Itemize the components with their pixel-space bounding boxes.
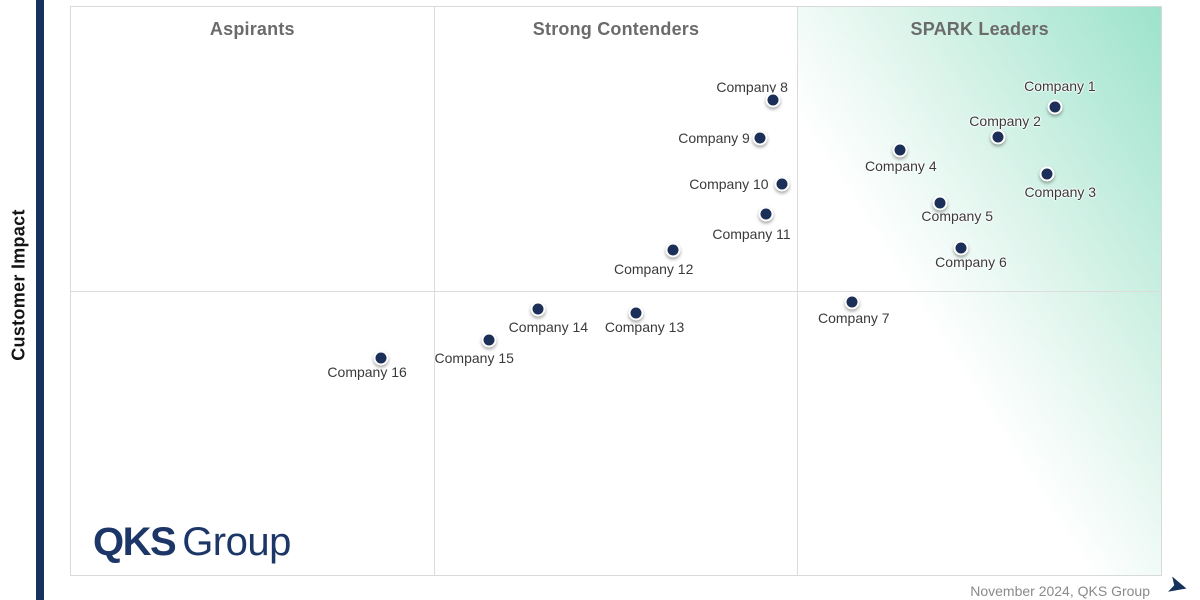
logo-group-text: Group [182, 520, 291, 564]
footer-attribution: November 2024, QKS Group [970, 583, 1150, 599]
point-dot-company-8 [765, 92, 781, 108]
data-points-layer: Company 1 Company 2 Company 3 Company 4 Comp… [71, 7, 1161, 575]
point-label-company-12: Company 12 [613, 260, 694, 277]
quadrant-midline [71, 291, 1161, 292]
point-label-company-14: Company 14 [508, 319, 589, 336]
point-label-company-11: Company 11 [712, 225, 791, 242]
point-dot-company-11 [758, 206, 773, 222]
point-label-company-15: Company 15 [434, 349, 514, 366]
quadrant-title-spark-leaders: SPARK Leaders [910, 19, 1049, 39]
point-dot-company-5 [932, 195, 948, 211]
quadrant-title-aspirants: Aspirants [209, 19, 295, 39]
point-label-company-6: Company 6 [935, 254, 1007, 271]
point-label-company-13: Company 13 [604, 319, 685, 336]
y-axis-bar [36, 0, 44, 600]
point-label-company-2: Company 2 [969, 112, 1041, 129]
point-dot-company-15 [481, 332, 497, 348]
point-dot-company-14 [530, 301, 546, 317]
point-dot-company-6 [953, 240, 969, 256]
point-dot-company-1 [1047, 99, 1063, 115]
point-dot-company-2 [990, 129, 1006, 145]
y-axis-label: Customer Impact [8, 209, 29, 361]
point-dot-company-4 [892, 142, 908, 158]
logo-qks-text: QKS [93, 520, 177, 564]
point-dot-company-7 [844, 294, 860, 310]
point-label-company-10: Company 10 [689, 176, 769, 193]
point-label-company-3: Company 3 [1024, 184, 1097, 200]
point-dot-company-10 [774, 176, 790, 192]
point-dot-company-13 [628, 305, 644, 321]
point-label-company-4: Company 4 [865, 158, 937, 175]
point-label-company-9: Company 9 [678, 130, 750, 147]
chart-area: Aspirants Strong Contenders SPARK Leader… [70, 6, 1162, 576]
point-label-company-7: Company 7 [817, 310, 890, 327]
point-label-company-5: Company 5 [921, 208, 994, 225]
point-dot-company-3 [1039, 166, 1055, 182]
point-dot-company-12 [665, 242, 681, 258]
point-dot-company-9 [752, 130, 768, 146]
qks-group-logo: QKS Group [93, 520, 291, 565]
quadrant-title-strong-contenders: Strong Contenders [532, 19, 700, 39]
point-label-company-1: Company 1 [1024, 77, 1096, 94]
x-axis-arrow-icon: ➤ [1163, 569, 1192, 600]
point-label-company-8: Company 8 [716, 78, 788, 95]
point-dot-company-16 [373, 350, 389, 366]
point-label-company-16: Company 16 [327, 364, 407, 381]
